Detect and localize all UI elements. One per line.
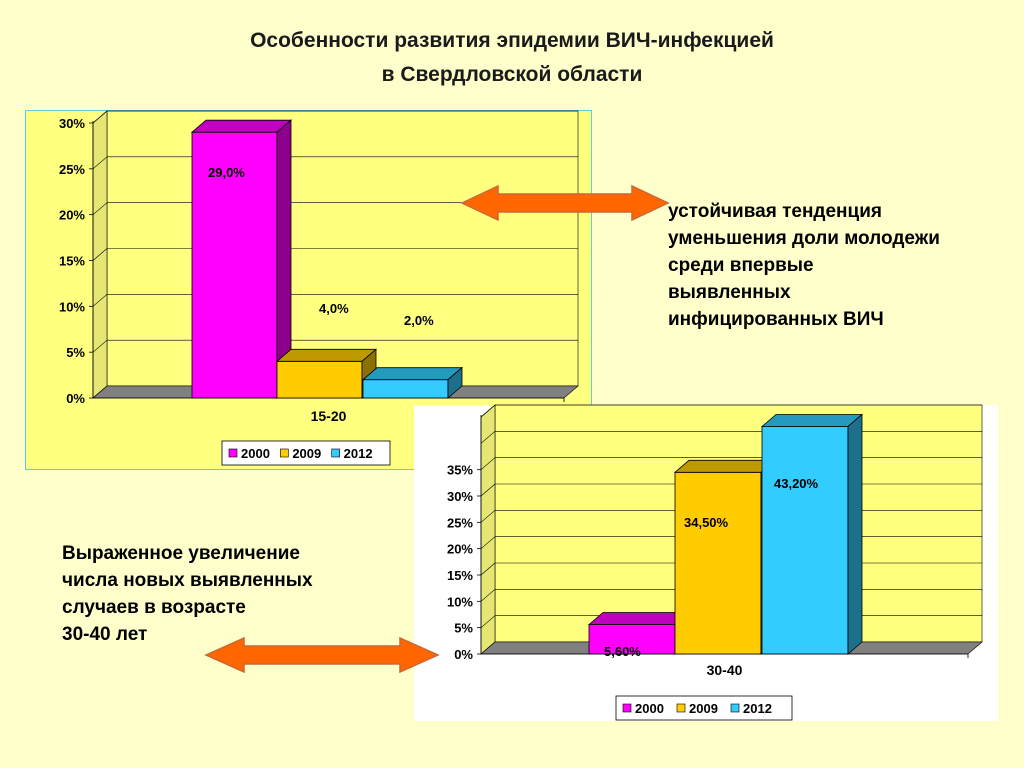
gridline-depth bbox=[480, 615, 496, 628]
y-tick-label: 15% bbox=[447, 568, 473, 583]
y-tick-label: 25% bbox=[59, 162, 85, 177]
bar-2000-top bbox=[587, 612, 691, 625]
double-arrow-left-icon bbox=[204, 636, 440, 674]
page-title-line-1: Особенности развития эпидемии ВИЧ-инфекц… bbox=[250, 29, 774, 52]
gridline-depth bbox=[92, 339, 108, 353]
legend-label-2000: 2000 bbox=[241, 446, 270, 461]
legend-label-2009: 2009 bbox=[689, 701, 718, 716]
gridline-depth bbox=[480, 589, 496, 602]
bar-2012-side bbox=[447, 366, 463, 399]
caption-youth-trend: устойчивая тенденция уменьшения доли мол… bbox=[668, 198, 1008, 333]
y-tick-label: 0% bbox=[66, 391, 85, 406]
chart-1-svg: 0% 5% 10% 15% 20% 25% 30% 29,0% 4,0% 2,0% 15-20 200… bbox=[59, 110, 579, 466]
legend-box bbox=[615, 695, 793, 721]
legend-swatch-2009 bbox=[676, 703, 686, 713]
gridline-depth bbox=[480, 510, 496, 523]
caption-age-30-40-increase: Выраженное увеличение числа новых выявле… bbox=[62, 540, 402, 648]
caption-line: выявленных bbox=[668, 282, 791, 303]
category-label: 15-20 bbox=[311, 408, 347, 424]
gridline-depth bbox=[480, 536, 496, 549]
gridline-depth bbox=[92, 156, 108, 170]
bar-2012-side bbox=[847, 413, 863, 655]
caption-line: устойчивая тенденция bbox=[668, 201, 882, 222]
legend-label-2009: 2009 bbox=[292, 446, 321, 461]
gridline-depth bbox=[480, 562, 496, 576]
data-label-2009: 4,0% bbox=[319, 301, 349, 316]
data-label-2000: 5,60% bbox=[604, 644, 641, 659]
data-label-2000: 29,0% bbox=[208, 165, 245, 180]
bar-2009-top bbox=[673, 459, 777, 473]
gridline-depth bbox=[92, 110, 108, 124]
gridline-depth bbox=[92, 248, 108, 261]
bar-2009-front bbox=[276, 360, 363, 399]
caption-line: случаев в возрасте bbox=[62, 597, 246, 618]
caption-line: среди впервые bbox=[668, 255, 814, 276]
caption-line: инфицированных ВИЧ bbox=[668, 309, 884, 330]
plot-side-wall bbox=[480, 404, 496, 655]
data-label-2012: 2,0% bbox=[404, 313, 434, 328]
y-tick-label: 20% bbox=[59, 208, 85, 223]
y-tick-label: 10% bbox=[59, 299, 85, 314]
legend-swatch-2000 bbox=[622, 703, 632, 713]
chart-2-svg: 0% 5% 10% 15% 20% 25% 30% 35% 5,60% 34,50% 43,20% 3… bbox=[447, 404, 983, 721]
category-label: 30-40 bbox=[707, 662, 743, 678]
y-tick-label: 30% bbox=[59, 116, 85, 131]
caption-line: уменьшения доли молодежи bbox=[668, 228, 940, 249]
bar-2000-top bbox=[190, 119, 293, 133]
legend-swatch-2009 bbox=[280, 448, 289, 458]
page-title-line-2: в Свердловской области bbox=[381, 63, 643, 86]
chart-age-30-40: 0% 5% 10% 15% 20% 25% 30% 35% 5,60% 34,50% 43,20% 3… bbox=[414, 404, 998, 721]
y-tick-label: 5% bbox=[454, 621, 473, 636]
bar-2009-top bbox=[275, 348, 378, 362]
bar-2000-front bbox=[588, 624, 676, 655]
bar-2012-top bbox=[760, 414, 864, 427]
legend-label-2012: 2012 bbox=[344, 446, 373, 461]
y-tick-label: 20% bbox=[447, 542, 473, 557]
gridline-depth bbox=[480, 431, 496, 444]
y-tick-label: 10% bbox=[447, 594, 473, 609]
bar-2012-front bbox=[761, 426, 849, 655]
gridline-depth bbox=[92, 294, 108, 307]
gridline-depth bbox=[92, 202, 108, 215]
legend-swatch-2012 bbox=[730, 703, 740, 713]
y-tick-label: 30% bbox=[447, 489, 473, 504]
y-tick-label: 15% bbox=[59, 254, 85, 269]
bar-2012-top bbox=[361, 367, 464, 381]
caption-line: 30-40 лет bbox=[62, 624, 148, 645]
gridline-depth bbox=[480, 404, 496, 418]
caption-line: числа новых выявленных bbox=[62, 570, 313, 591]
caption-line: Выраженное увеличение bbox=[62, 543, 300, 564]
legend-swatch-2000 bbox=[228, 448, 238, 458]
data-label-2012: 43,20% bbox=[774, 476, 819, 491]
bar-2000-front bbox=[191, 131, 278, 399]
legend-swatch-2012 bbox=[331, 448, 340, 458]
legend-label-2000: 2000 bbox=[635, 701, 664, 716]
bar-2012-front bbox=[362, 379, 449, 399]
y-tick-label: 35% bbox=[447, 463, 473, 478]
legend-box bbox=[221, 440, 391, 466]
y-tick-label: 5% bbox=[66, 345, 85, 360]
y-tick-label: 25% bbox=[447, 515, 473, 530]
data-label-2009: 34,50% bbox=[684, 515, 729, 530]
legend-label-2012: 2012 bbox=[743, 701, 772, 716]
chart-youth-15-20: 0% 5% 10% 15% 20% 25% 30% 29,0% 4,0% 2,0% 15-20 200… bbox=[25, 110, 592, 470]
gridline-depth bbox=[480, 483, 496, 497]
gridline-depth bbox=[480, 457, 496, 470]
bar-2009-front bbox=[674, 471, 762, 655]
y-tick-label: 0% bbox=[454, 647, 473, 662]
double-arrow-right-icon bbox=[460, 184, 670, 222]
